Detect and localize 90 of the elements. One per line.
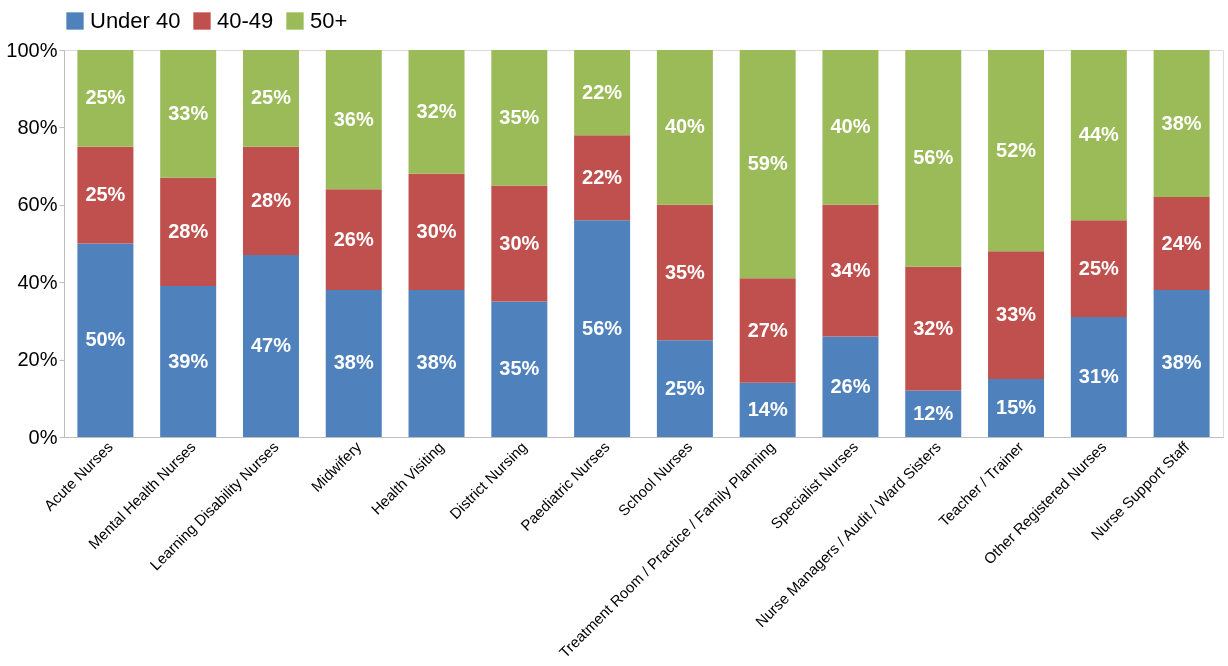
data-label: 27%	[747, 318, 788, 341]
bar	[988, 50, 1045, 252]
data-label: 32%	[913, 316, 954, 339]
bar	[574, 220, 631, 437]
data-label: 44%	[1078, 123, 1120, 146]
bar	[160, 50, 217, 178]
data-label: 36%	[333, 107, 374, 130]
y-tick-label: 80%	[17, 115, 58, 138]
data-label: 25%	[664, 376, 706, 399]
data-label: 38%	[333, 351, 374, 374]
data-label: 14%	[747, 397, 788, 420]
y-tick-label: 20%	[17, 348, 58, 371]
bar	[491, 185, 548, 302]
bar	[1070, 50, 1127, 221]
data-label: 33%	[996, 303, 1037, 326]
bar	[160, 177, 217, 287]
data-label: 38%	[1161, 351, 1202, 374]
data-label: 38%	[416, 351, 457, 374]
bar	[1153, 289, 1210, 437]
bar	[77, 146, 134, 244]
data-label: 25%	[85, 183, 126, 206]
data-label: 59%	[747, 152, 788, 175]
data-label: 39%	[168, 349, 209, 372]
data-label: 52%	[996, 138, 1037, 161]
y-tick-label: 0%	[28, 425, 58, 448]
bar	[325, 50, 382, 190]
bar	[905, 50, 962, 267]
data-label: 33%	[168, 101, 209, 124]
data-label: 56%	[913, 146, 954, 169]
bar	[408, 289, 465, 437]
bar	[408, 173, 465, 290]
bar	[656, 50, 713, 205]
y-tick-label: 60%	[17, 193, 58, 216]
bar	[739, 278, 796, 383]
data-label: 26%	[830, 374, 871, 397]
legend-label: 50+	[310, 8, 348, 33]
data-label: 25%	[85, 86, 126, 109]
bar	[325, 289, 382, 437]
bar	[1153, 50, 1210, 198]
data-label: 47%	[250, 334, 292, 357]
data-label: 12%	[913, 401, 954, 424]
data-label: 34%	[830, 258, 871, 281]
bar	[1153, 197, 1210, 290]
bar	[77, 50, 134, 147]
data-label: 22%	[582, 80, 623, 103]
data-label: 28%	[250, 188, 292, 211]
bar	[242, 146, 299, 256]
bar	[160, 286, 217, 437]
bar	[408, 50, 465, 174]
bar	[242, 255, 299, 437]
y-tick-label: 40%	[17, 270, 58, 293]
bar	[574, 135, 631, 221]
bar	[656, 204, 713, 341]
data-label: 31%	[1078, 365, 1120, 388]
bar	[1070, 220, 1127, 318]
bar	[77, 243, 134, 437]
data-label: 35%	[664, 260, 706, 283]
data-label: 35%	[499, 357, 540, 380]
data-label: 30%	[416, 219, 457, 242]
bar	[656, 340, 713, 437]
data-label: 50%	[85, 328, 126, 351]
bar	[822, 50, 879, 205]
bar	[491, 50, 548, 186]
data-label: 30%	[499, 231, 540, 254]
bar	[905, 266, 962, 391]
data-label: 40%	[830, 115, 871, 138]
data-label: 35%	[499, 105, 540, 128]
y-tick-label: 100%	[6, 38, 58, 61]
data-label: 38%	[1161, 111, 1202, 134]
bar	[325, 189, 382, 290]
legend-label: Under 40	[90, 8, 181, 33]
bar	[491, 301, 548, 437]
data-label: 25%	[250, 86, 292, 109]
bar	[574, 50, 631, 136]
data-label: 22%	[582, 165, 623, 188]
data-label: 15%	[996, 395, 1037, 418]
bar	[242, 50, 299, 147]
bar	[739, 50, 796, 279]
bar	[988, 251, 1045, 379]
bar	[1070, 317, 1127, 437]
data-label: 32%	[416, 99, 457, 122]
data-label: 26%	[333, 227, 374, 250]
data-label: 25%	[1078, 256, 1120, 279]
bar	[822, 336, 879, 437]
data-label: 40%	[664, 115, 706, 138]
data-label: 24%	[1161, 231, 1202, 254]
data-label: 56%	[582, 316, 623, 339]
legend-label: 40-49	[217, 8, 274, 33]
data-label: 28%	[168, 219, 209, 242]
bar	[822, 204, 879, 337]
